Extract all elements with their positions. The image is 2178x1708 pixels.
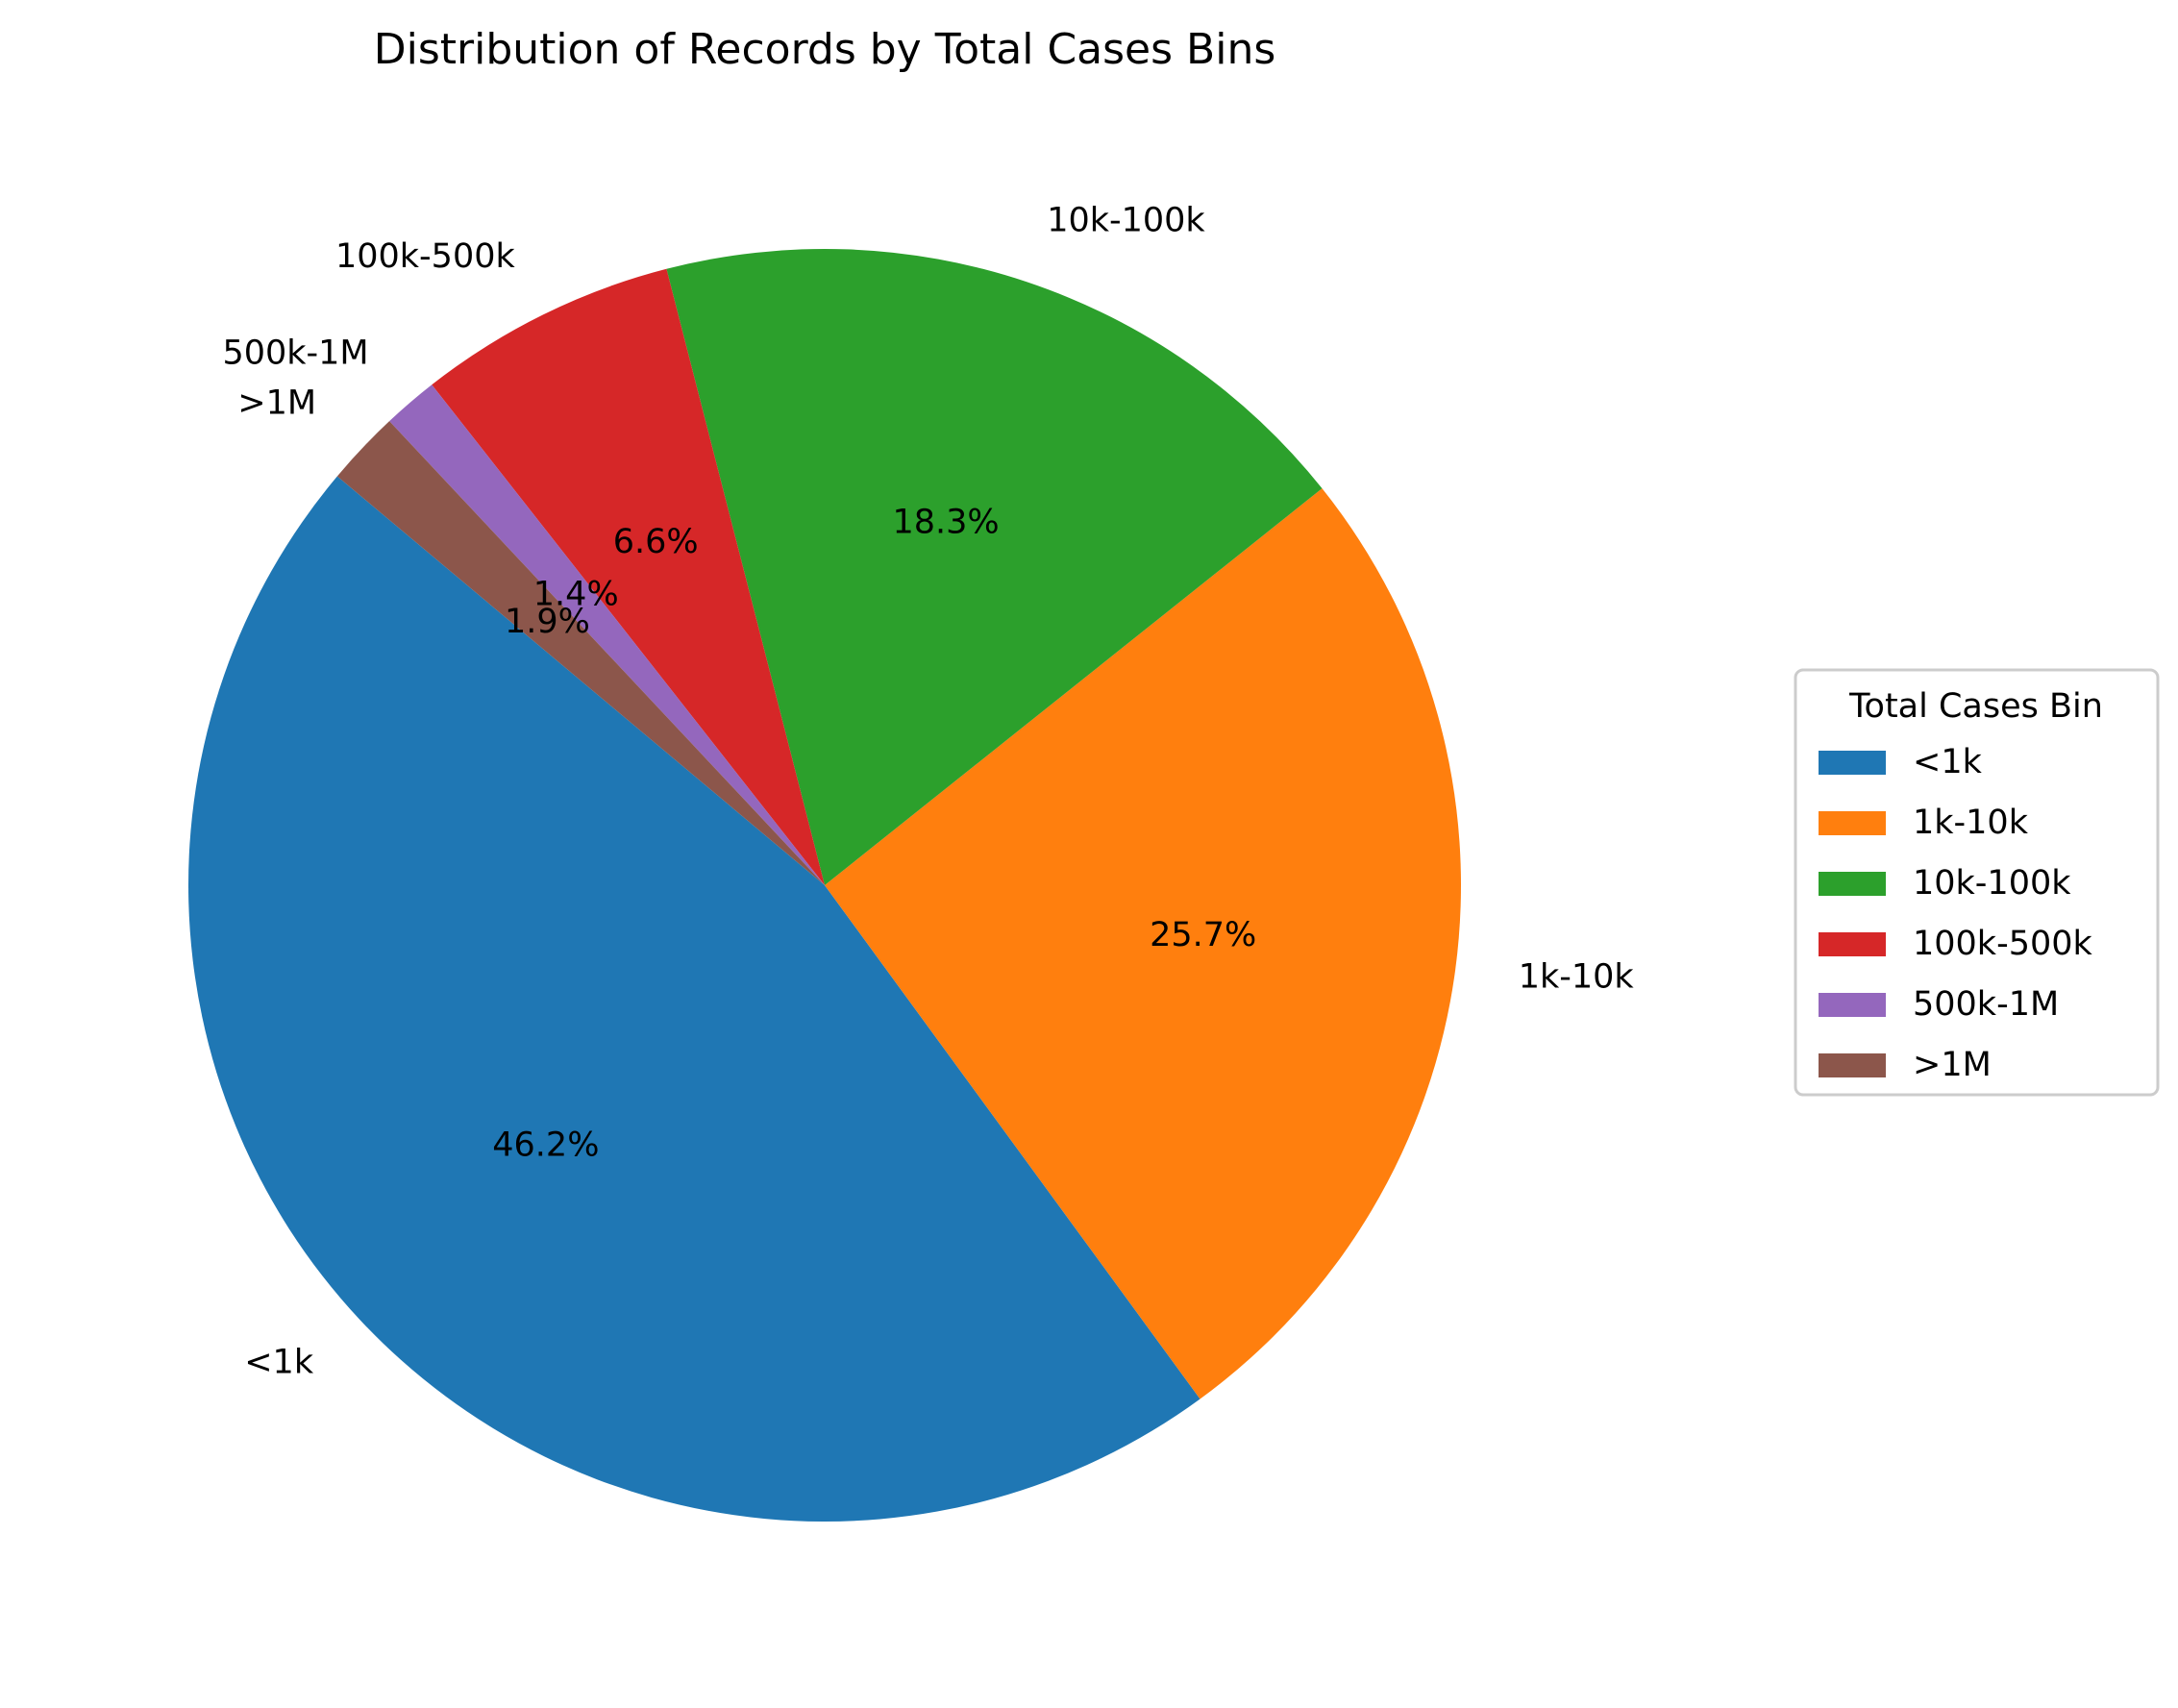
pie-slice-lt-1k: [187, 476, 1200, 1522]
slice-label-gt-1m: >1M: [237, 384, 316, 423]
slice-category-labels: <1k 1k-10k 10k-100k 100k-500k 500k-1M >1M: [222, 201, 1634, 1381]
slice-label-1k-10k: 1k-10k: [1519, 958, 1635, 997]
slice-label-10k-100k: 10k-100k: [1047, 201, 1205, 239]
legend-swatch-500k-1m: [1819, 993, 1886, 1017]
legend-label-lt-1k: <1k: [1913, 743, 1983, 781]
legend-title: Total Cases Bin: [1848, 687, 2103, 726]
slice-percent-500k-1m: 1.4%: [533, 576, 619, 614]
slice-percent-labels: 46.2% 25.7% 18.3% 6.6% 1.4%1.9%: [492, 503, 1256, 1164]
legend-frame: [1794, 668, 2160, 1097]
slice-percent-10k-100k: 18.3%: [893, 503, 1000, 541]
legend-swatch-1k-10k: [1819, 811, 1886, 835]
legend-label-gt-1m: >1M: [1913, 1046, 1992, 1084]
legend-label-100k-500k: 100k-500k: [1913, 925, 2093, 963]
legend-swatch-gt-1m: [1819, 1053, 1886, 1077]
pie-slice-500k-1m: [389, 384, 825, 885]
slice-label-lt-1k: <1k: [244, 1343, 314, 1381]
pie-slice-1k-10k: [825, 488, 1461, 1399]
legend-swatch-lt-1k: [1819, 751, 1886, 775]
legend: Total Cases Bin <1k 1k-10k 10k-100k 100k-50…: [1794, 668, 2160, 1097]
pie-slice-gt-1m: [336, 421, 825, 885]
pie-slice-10k-100k: [666, 249, 1323, 886]
chart-title: Distribution of Records by Total Cases B…: [374, 25, 1276, 74]
slice-label-500k-1m: 500k-1M: [222, 334, 368, 373]
slice-label-100k-500k: 100k-500k: [335, 237, 516, 276]
legend-swatch-10k-100k: [1819, 872, 1886, 896]
slice-percent-gt-1m: 1.9%: [505, 603, 590, 641]
pie-slice-100k-500k: [432, 268, 825, 886]
pie-slices: [187, 249, 1461, 1522]
slice-percent-lt-1k: 46.2%: [492, 1126, 599, 1164]
legend-swatch-100k-500k: [1819, 932, 1886, 956]
legend-entries: <1k 1k-10k 10k-100k 100k-500k 500k-1M >1M: [1819, 743, 2093, 1084]
legend-label-10k-100k: 10k-100k: [1913, 864, 2071, 903]
legend-label-500k-1m: 500k-1M: [1913, 985, 2059, 1024]
slice-percent-1k-10k: 25.7%: [1150, 916, 1256, 954]
legend-label-1k-10k: 1k-10k: [1913, 804, 2029, 842]
slice-percent-100k-500k: 6.6%: [613, 523, 699, 561]
